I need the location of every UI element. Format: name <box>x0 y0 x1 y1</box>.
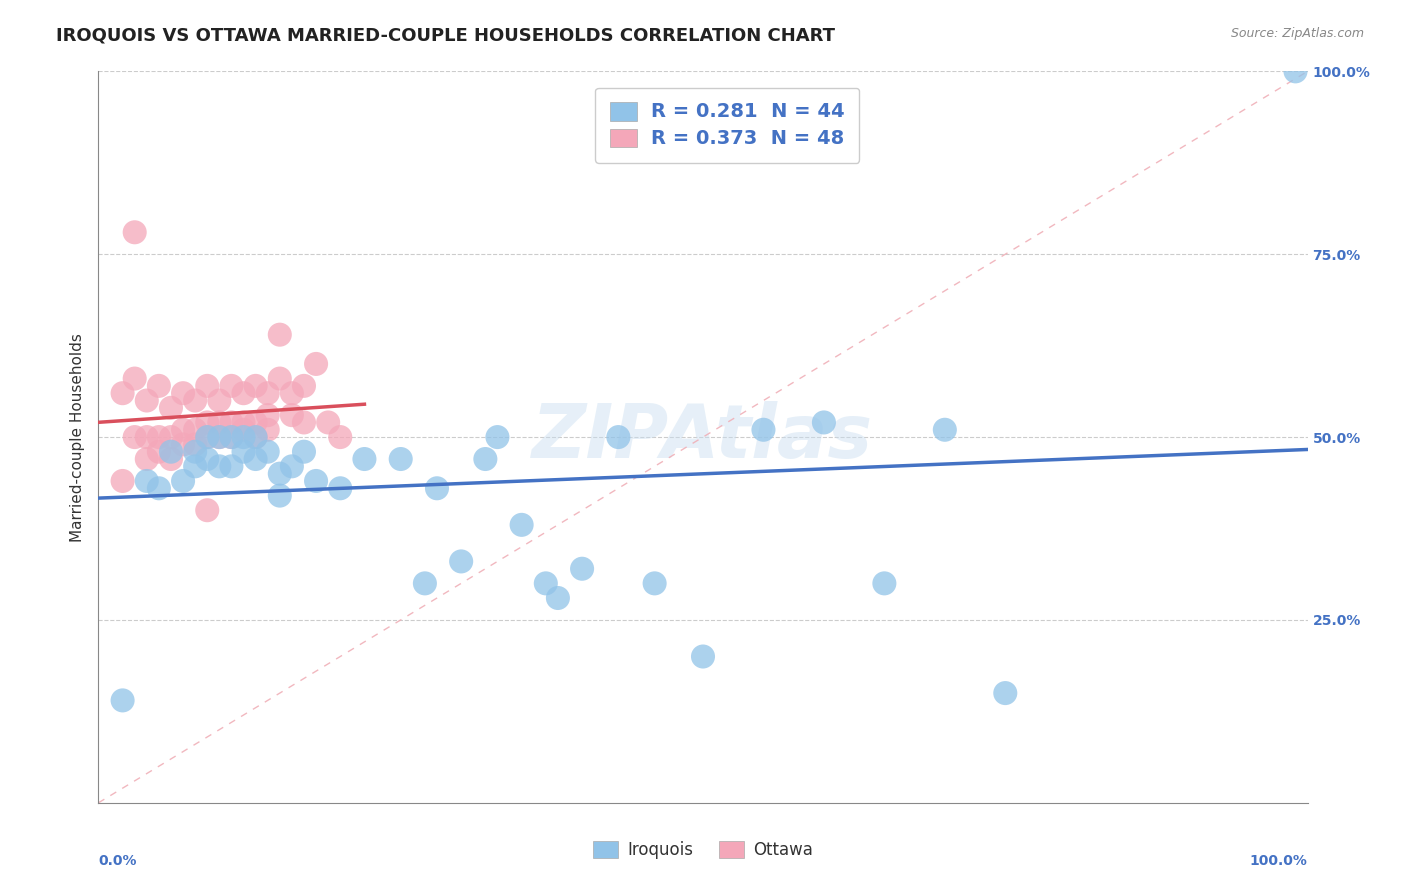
Point <box>148 481 170 495</box>
Point <box>111 693 134 707</box>
Point <box>195 503 218 517</box>
Point <box>510 517 533 532</box>
Text: Source: ZipAtlas.com: Source: ZipAtlas.com <box>1230 27 1364 40</box>
Y-axis label: Married-couple Households: Married-couple Households <box>69 333 84 541</box>
Point <box>269 327 291 342</box>
Point <box>184 393 207 408</box>
Point <box>292 379 315 393</box>
Point <box>232 444 254 458</box>
Point <box>160 401 183 415</box>
Point <box>281 459 304 474</box>
Point <box>269 489 291 503</box>
Point <box>329 430 352 444</box>
Point <box>571 562 593 576</box>
Point <box>221 430 243 444</box>
Point <box>208 393 231 408</box>
Point <box>245 379 267 393</box>
Point <box>184 423 207 437</box>
Point <box>245 416 267 430</box>
Point <box>160 452 183 467</box>
Point <box>148 379 170 393</box>
Point <box>281 408 304 422</box>
Point <box>232 416 254 430</box>
Point <box>184 437 207 451</box>
Point <box>124 371 146 385</box>
Point <box>486 430 509 444</box>
Point <box>195 452 218 467</box>
Point <box>269 467 291 481</box>
Point <box>172 437 194 451</box>
Point <box>269 371 291 385</box>
Point <box>994 686 1017 700</box>
Point <box>245 430 267 444</box>
Point <box>329 481 352 495</box>
Point <box>450 554 472 568</box>
Point <box>111 386 134 401</box>
Point <box>195 430 218 444</box>
Point <box>305 357 328 371</box>
Point <box>135 452 157 467</box>
Point <box>124 430 146 444</box>
Point <box>474 452 496 467</box>
Point <box>221 416 243 430</box>
Point <box>184 444 207 458</box>
Point <box>195 416 218 430</box>
Point <box>221 459 243 474</box>
Point <box>547 591 569 605</box>
Point <box>316 416 339 430</box>
Point <box>873 576 896 591</box>
Point <box>195 379 218 393</box>
Point <box>934 423 956 437</box>
Point <box>305 474 328 488</box>
Point <box>644 576 666 591</box>
Point <box>208 416 231 430</box>
Point <box>208 430 231 444</box>
Point <box>184 459 207 474</box>
Point <box>111 474 134 488</box>
Point <box>292 416 315 430</box>
Point <box>256 408 278 422</box>
Text: 100.0%: 100.0% <box>1250 854 1308 868</box>
Point <box>172 386 194 401</box>
Point <box>245 452 267 467</box>
Point <box>426 481 449 495</box>
Text: IROQUOIS VS OTTAWA MARRIED-COUPLE HOUSEHOLDS CORRELATION CHART: IROQUOIS VS OTTAWA MARRIED-COUPLE HOUSEH… <box>56 27 835 45</box>
Point <box>692 649 714 664</box>
Point <box>160 444 183 458</box>
Point <box>413 576 436 591</box>
Point <box>124 225 146 239</box>
Point <box>389 452 412 467</box>
Point <box>135 393 157 408</box>
Point <box>256 386 278 401</box>
Point <box>135 474 157 488</box>
Point <box>256 444 278 458</box>
Point <box>232 386 254 401</box>
Point <box>208 430 231 444</box>
Point <box>195 430 218 444</box>
Point <box>172 423 194 437</box>
Point <box>752 423 775 437</box>
Point <box>135 430 157 444</box>
Point <box>813 416 835 430</box>
Point <box>245 430 267 444</box>
Point <box>353 452 375 467</box>
Point <box>148 444 170 458</box>
Point <box>221 379 243 393</box>
Point <box>148 430 170 444</box>
Text: 0.0%: 0.0% <box>98 854 136 868</box>
Text: ZIPAtlas: ZIPAtlas <box>533 401 873 474</box>
Point <box>607 430 630 444</box>
Point <box>160 430 183 444</box>
Point <box>281 386 304 401</box>
Point <box>534 576 557 591</box>
Point <box>172 474 194 488</box>
Point <box>208 459 231 474</box>
Point <box>221 430 243 444</box>
Point <box>1284 64 1306 78</box>
Point <box>232 423 254 437</box>
Point <box>256 423 278 437</box>
Legend: Iroquois, Ottawa: Iroquois, Ottawa <box>585 833 821 868</box>
Point <box>232 430 254 444</box>
Point <box>292 444 315 458</box>
